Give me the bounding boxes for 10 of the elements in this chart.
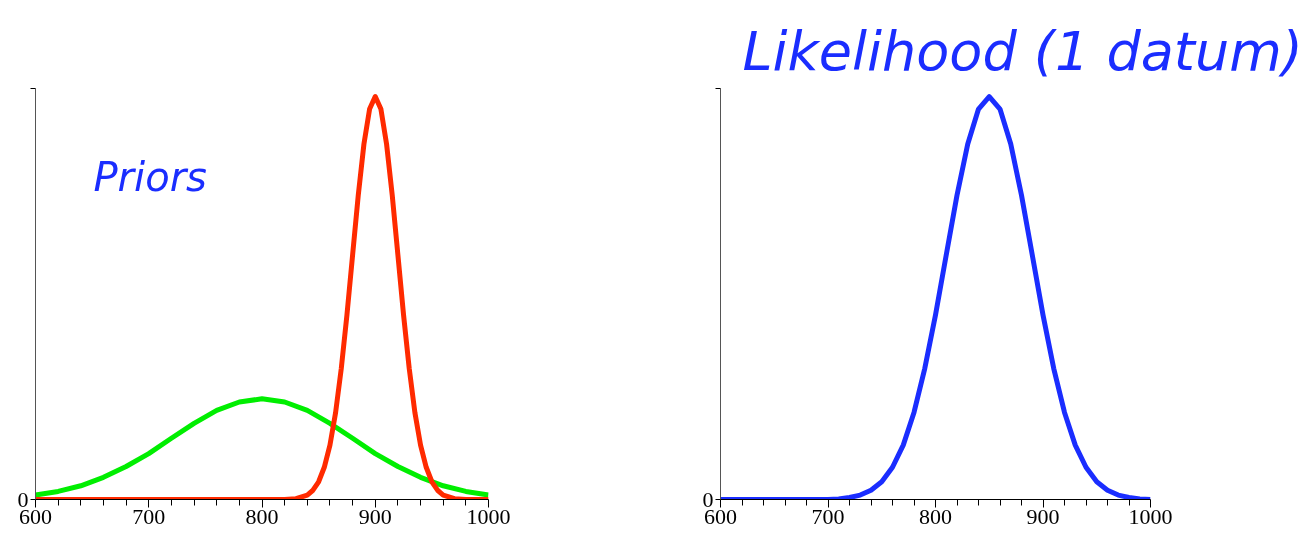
x-tick-label: 800 [245,503,279,529]
x-tick-label: 700 [132,503,166,529]
x-tick-label: 900 [358,503,392,529]
annotation: Priors [93,153,207,200]
x-tick-label: 800 [919,503,952,529]
x-tick-label: 1000 [466,503,511,529]
x-tick-label: 900 [1026,503,1060,529]
x-tick-label: 700 [811,503,845,529]
x-tick-label: 1000 [1128,503,1173,529]
chart-title: Likelihood (1 datum) [742,19,1303,83]
